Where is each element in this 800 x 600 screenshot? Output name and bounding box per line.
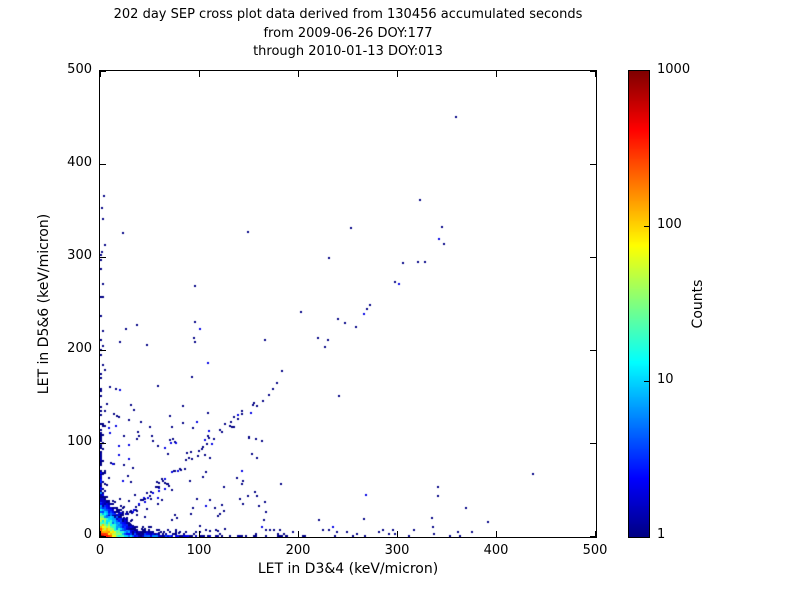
y-tick-mark-right	[590, 536, 596, 537]
chart-title: 202 day SEP cross plot data derived from…	[99, 6, 597, 62]
colorbar-tick-label: 10	[657, 372, 674, 387]
y-tick-mark	[100, 443, 106, 444]
x-tick-mark-top	[199, 71, 200, 77]
colorbar-tick-label: 1	[657, 527, 666, 542]
scatter-canvas	[100, 71, 596, 537]
y-axis-label: LET in D5&6 (keV/micron)	[36, 213, 52, 395]
colorbar-canvas	[629, 71, 649, 537]
x-tick-mark-top	[397, 71, 398, 77]
y-tick-mark-right	[590, 443, 596, 444]
x-tick-mark	[595, 531, 596, 537]
x-tick-label: 0	[95, 543, 105, 558]
x-tick-mark-top	[298, 71, 299, 77]
x-axis-label: LET in D3&4 (keV/micron)	[257, 561, 439, 577]
colorbar-tick-label: 100	[657, 217, 682, 232]
colorbar-tick-label: 1000	[657, 62, 691, 77]
x-tick-mark-top	[496, 71, 497, 77]
colorbar	[628, 70, 650, 538]
y-tick-mark	[100, 536, 106, 537]
y-tick-mark	[100, 164, 106, 165]
y-tick-label: 400	[67, 155, 92, 170]
y-tick-label: 0	[83, 527, 92, 542]
x-tick-mark-top	[100, 71, 101, 77]
title-line-2: from 2009-06-26 DOY:177	[263, 25, 433, 41]
y-tick-label: 100	[67, 434, 92, 449]
y-tick-mark-right	[590, 350, 596, 351]
y-tick-label: 200	[67, 341, 92, 356]
y-tick-label: 500	[67, 62, 92, 77]
y-tick-mark-right	[590, 164, 596, 165]
y-tick-mark-right	[590, 257, 596, 258]
x-tick-label: 100	[186, 543, 212, 558]
y-tick-mark-right	[590, 71, 596, 72]
x-tick-label: 300	[384, 543, 410, 558]
y-tick-mark	[100, 257, 106, 258]
x-tick-mark	[298, 531, 299, 537]
x-tick-label: 400	[483, 543, 509, 558]
colorbar-tick-mark	[644, 381, 649, 382]
x-tick-mark	[100, 531, 101, 537]
colorbar-label: Counts	[690, 279, 706, 329]
x-tick-mark-top	[595, 71, 596, 77]
x-tick-mark	[397, 531, 398, 537]
y-tick-label: 300	[67, 248, 92, 263]
colorbar-tick-mark	[644, 226, 649, 227]
title-line-1: 202 day SEP cross plot data derived from…	[113, 7, 583, 22]
title-line-3: through 2010-01-13 DOY:013	[253, 44, 443, 59]
x-tick-mark	[199, 531, 200, 537]
x-tick-mark	[496, 531, 497, 537]
y-tick-mark	[100, 71, 106, 72]
x-tick-label: 200	[285, 543, 311, 558]
y-tick-mark	[100, 350, 106, 351]
x-tick-label: 500	[582, 543, 608, 558]
plot-area	[99, 70, 597, 538]
